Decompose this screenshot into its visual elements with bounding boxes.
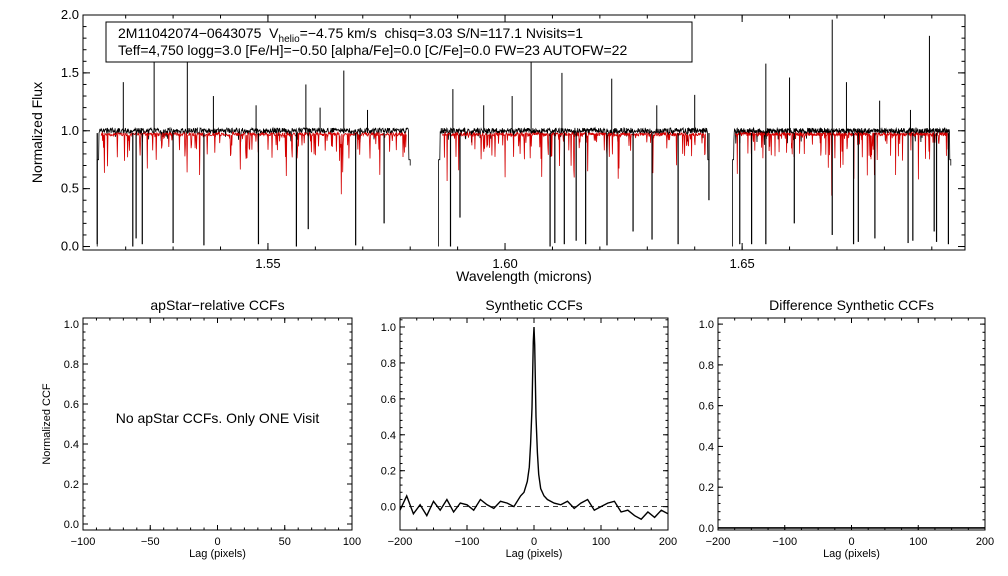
y-tick-label: 0.2 [64,479,79,491]
y-tick-label: 1.0 [64,319,79,331]
x-tick-label: −200 [706,536,731,548]
y-tick-label: 1.5 [61,65,79,80]
velocity-value: =−4.75 km/s [300,25,377,41]
x-axis-label: Lag (pixels) [189,548,246,560]
x-tick-label: 100 [909,536,927,548]
panel-title: Synthetic CCFs [485,297,582,313]
panel-title: Difference Synthetic CCFs [769,297,934,313]
x-tick-label: 100 [592,536,610,548]
velocity-subscript: helio [279,34,301,45]
y-tick-label: 0.2 [381,466,396,478]
axes-frame-spectrum [82,14,966,251]
synthetic-model-chip-2 [441,131,706,182]
x-tick-label: 1.65 [729,256,754,271]
x-axis-label: Wavelength (microns) [456,268,592,284]
x-axis-label: Lag (pixels) [823,548,880,560]
y-tick-label: 0.6 [381,394,396,406]
x-tick-label: 100 [343,536,361,548]
x-tick-label: −50 [141,536,160,548]
info-box-frame [105,21,693,63]
y-tick-label: 0.0 [64,519,79,531]
y-axis-label: Normalized Flux [29,82,45,183]
spacer [261,25,269,41]
y-tick-label: 0.2 [699,482,714,494]
spacer [377,25,385,41]
y-tick-label: 0.6 [64,399,79,411]
velocity-symbol: V [269,25,279,41]
panel-synthetic: −200 −100 0 100 200 0.0 0.2 0.4 0.6 0.8 1.0 Lag (pi… [381,297,677,560]
y-tick-label: 0.0 [61,239,79,254]
y-tick-label: 1.0 [699,319,714,331]
panel-difference: −200 −100 0 100 200 0.0 0.2 0.4 0.6 0.8 1.0 Lag (pi… [699,297,994,560]
x-tick-label: 0 [848,536,854,548]
x-tick-label: −200 [388,536,413,548]
y-tick-label: 0.8 [381,358,396,370]
y-axis-label: Normalized CCF [41,383,53,465]
fit-stats: chisq=3.03 S/N=117.1 Nvisits=1 [384,25,583,41]
no-ccf-annotation: No apStar CCFs. Only ONE Visit [116,410,320,426]
y-tick-label: 0.0 [381,502,396,514]
ccf-line [400,326,668,521]
x-axis-label: Lag (pixels) [506,548,563,560]
y-tick-label: 1.0 [61,123,79,138]
panel-spectrum: 1.55 1.60 1.65 0.0 0.5 1.0 1.5 2.0 Wavelength (m… [29,7,966,284]
info-line-2: Teff=4,750 logg=3.0 [Fe/H]=−0.50 [alpha/… [118,42,627,58]
panel-title: apStar−relative CCFs [150,297,284,313]
observed-spectrum-chip-1 [96,126,411,247]
x-tick-label: 1.55 [255,256,280,271]
y-tick-label: 0.4 [381,430,396,442]
x-tick-label: 200 [976,536,994,548]
axes-frame-difference [717,317,986,531]
y-tick-label: 0.0 [699,523,714,535]
x-tick-label: −100 [71,536,96,548]
x-tick-label: −100 [772,536,797,548]
x-tick-label: 200 [659,536,677,548]
y-tick-label: 2.0 [61,7,79,22]
info-line-1: 2M11042074−0643075 Vhelio=−4.75 km/s chi… [118,25,583,45]
y-tick-label: 0.8 [699,360,714,372]
info-box: 2M11042074−0643075 Vhelio=−4.75 km/s chi… [105,21,693,63]
x-tick-label: 1.60 [492,256,517,271]
x-tick-label: 0 [531,536,537,548]
panel-apstar: −100 −50 0 50 100 0.0 0.2 0.4 0.6 0.8 1.0 Lag (pixe… [41,297,361,560]
plot-area-spectrum [96,19,952,247]
y-tick-label: 0.4 [699,441,714,453]
plot-area-synthetic [400,326,668,521]
x-tick-label: 0 [214,536,220,548]
y-tick-label: 0.5 [61,181,79,196]
x-tick-label: 50 [279,536,291,548]
x-tick-label: −100 [455,536,480,548]
y-tick-label: 0.4 [64,439,79,451]
y-tick-label: 1.0 [381,322,396,334]
y-tick-label: 0.6 [699,401,714,413]
synthetic-model-chip-3 [735,131,949,196]
star-id: 2M11042074−0643075 [118,25,262,41]
y-tick-label: 0.8 [64,359,79,371]
axes-frame-synthetic [399,317,669,531]
